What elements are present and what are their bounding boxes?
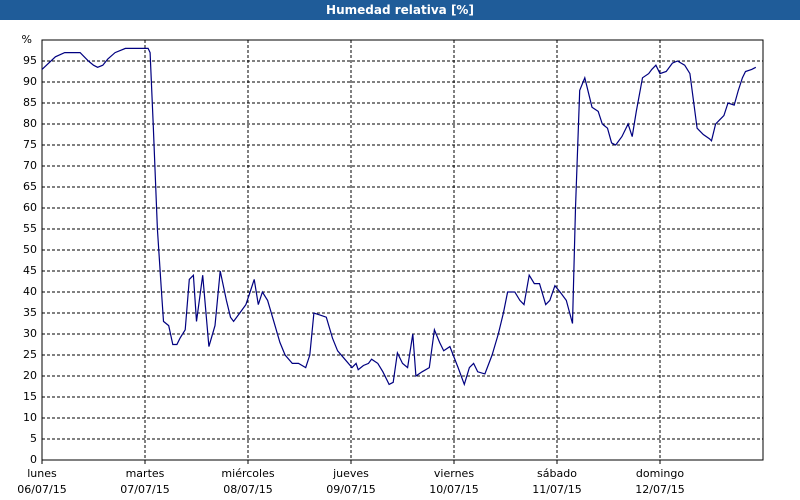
x-tick-label: 09/07/15 bbox=[326, 483, 375, 496]
y-tick-label: 25 bbox=[23, 348, 37, 361]
y-tick-label: 85 bbox=[23, 96, 37, 109]
y-tick-label: 35 bbox=[23, 306, 37, 319]
y-tick-label: 40 bbox=[23, 285, 37, 298]
plot-frame bbox=[41, 39, 764, 461]
y-tick-label: 75 bbox=[23, 138, 37, 151]
x-tick-label: 08/07/15 bbox=[223, 483, 272, 496]
x-tick-label: 06/07/15 bbox=[17, 483, 66, 496]
y-tick-label: 80 bbox=[23, 117, 37, 130]
x-tick-label: sábado bbox=[537, 467, 577, 480]
y-tick-label: 15 bbox=[23, 390, 37, 403]
y-tick-label: 65 bbox=[23, 180, 37, 193]
x-tick-label: 10/07/15 bbox=[429, 483, 478, 496]
y-tick-label: 20 bbox=[23, 369, 37, 382]
x-tick-label: domingo bbox=[636, 467, 684, 480]
x-tick-label: 11/07/15 bbox=[532, 483, 581, 496]
y-tick-label: 5 bbox=[30, 432, 37, 445]
chart-title: Humedad relativa [%] bbox=[0, 0, 800, 20]
y-tick-label: 10 bbox=[23, 411, 37, 424]
x-tick-label: 12/07/15 bbox=[635, 483, 684, 496]
x-tick-label: jueves bbox=[332, 467, 369, 480]
y-tick-label: 70 bbox=[23, 159, 37, 172]
y-tick-label: 60 bbox=[23, 201, 37, 214]
x-tick-label: lunes bbox=[27, 467, 57, 480]
y-tick-label: 30 bbox=[23, 327, 37, 340]
y-tick-label: 90 bbox=[23, 75, 37, 88]
y-tick-label: 0 bbox=[30, 453, 37, 466]
y-tick-label: 45 bbox=[23, 264, 37, 277]
y-tick-label: 55 bbox=[23, 222, 37, 235]
y-tick-label: % bbox=[22, 33, 32, 46]
x-tick-label: viernes bbox=[434, 467, 474, 480]
data-line bbox=[41, 47, 757, 387]
y-tick-label: 50 bbox=[23, 243, 37, 256]
x-tick-label: 07/07/15 bbox=[120, 483, 169, 496]
x-tick-label: martes bbox=[126, 467, 165, 480]
y-tick-label: 95 bbox=[23, 54, 37, 67]
x-tick-label: miércoles bbox=[221, 467, 274, 480]
